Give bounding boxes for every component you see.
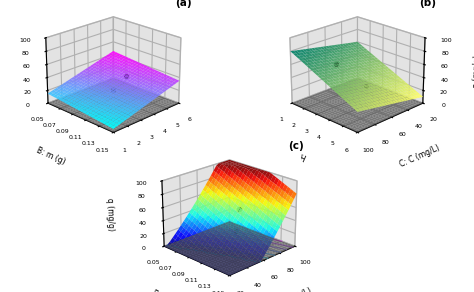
Text: (c): (c) <box>288 141 303 151</box>
X-axis label: A: pH: A: pH <box>164 147 187 164</box>
X-axis label: A: pH: A: pH <box>284 147 306 164</box>
Text: (b): (b) <box>419 0 436 8</box>
Y-axis label: C: C (mg/L): C: C (mg/L) <box>399 143 441 169</box>
Text: (a): (a) <box>175 0 191 8</box>
Y-axis label: B: m (g): B: m (g) <box>35 145 67 166</box>
X-axis label: C: C (mg/L): C: C (mg/L) <box>271 286 313 292</box>
Y-axis label: B: m (g): B: m (g) <box>151 288 183 292</box>
